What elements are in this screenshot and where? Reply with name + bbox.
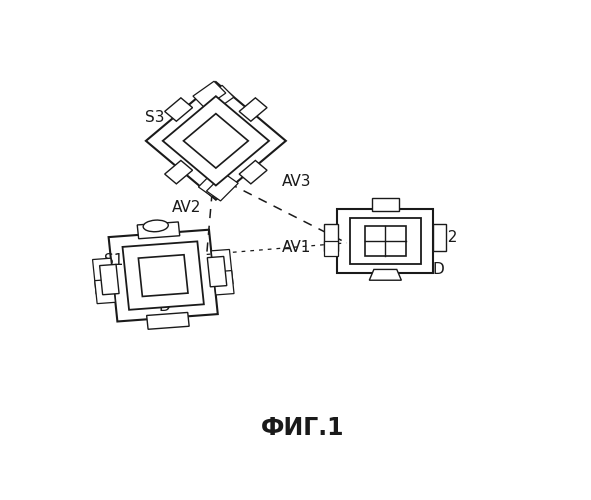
Ellipse shape [143, 220, 168, 232]
Polygon shape [207, 256, 227, 287]
Polygon shape [365, 226, 406, 256]
Polygon shape [183, 114, 248, 168]
Polygon shape [193, 81, 226, 108]
Polygon shape [165, 98, 193, 121]
Text: AV2: AV2 [173, 200, 202, 214]
Text: AV3: AV3 [282, 174, 312, 189]
Polygon shape [239, 160, 267, 184]
Polygon shape [324, 241, 338, 256]
Polygon shape [206, 174, 238, 201]
Polygon shape [199, 169, 230, 197]
Polygon shape [122, 242, 204, 310]
Text: ФИГ.1: ФИГ.1 [261, 416, 345, 440]
Polygon shape [165, 160, 193, 184]
Text: D: D [433, 262, 444, 276]
Text: S2: S2 [438, 230, 457, 244]
Polygon shape [350, 218, 421, 264]
Polygon shape [163, 96, 269, 186]
Text: D: D [158, 299, 170, 314]
Polygon shape [369, 270, 401, 280]
Text: S1: S1 [103, 253, 123, 268]
Text: D: D [243, 134, 255, 150]
Text: AV1: AV1 [282, 240, 311, 256]
Polygon shape [138, 254, 188, 296]
Text: S3: S3 [145, 110, 164, 126]
Polygon shape [372, 198, 399, 210]
Polygon shape [147, 312, 189, 330]
Polygon shape [433, 224, 446, 250]
Polygon shape [93, 258, 115, 294]
Polygon shape [95, 280, 115, 303]
Polygon shape [213, 270, 234, 295]
Polygon shape [137, 222, 180, 239]
Polygon shape [201, 86, 234, 112]
Polygon shape [324, 224, 338, 250]
Polygon shape [211, 250, 233, 286]
Polygon shape [100, 264, 119, 294]
Polygon shape [239, 98, 267, 121]
